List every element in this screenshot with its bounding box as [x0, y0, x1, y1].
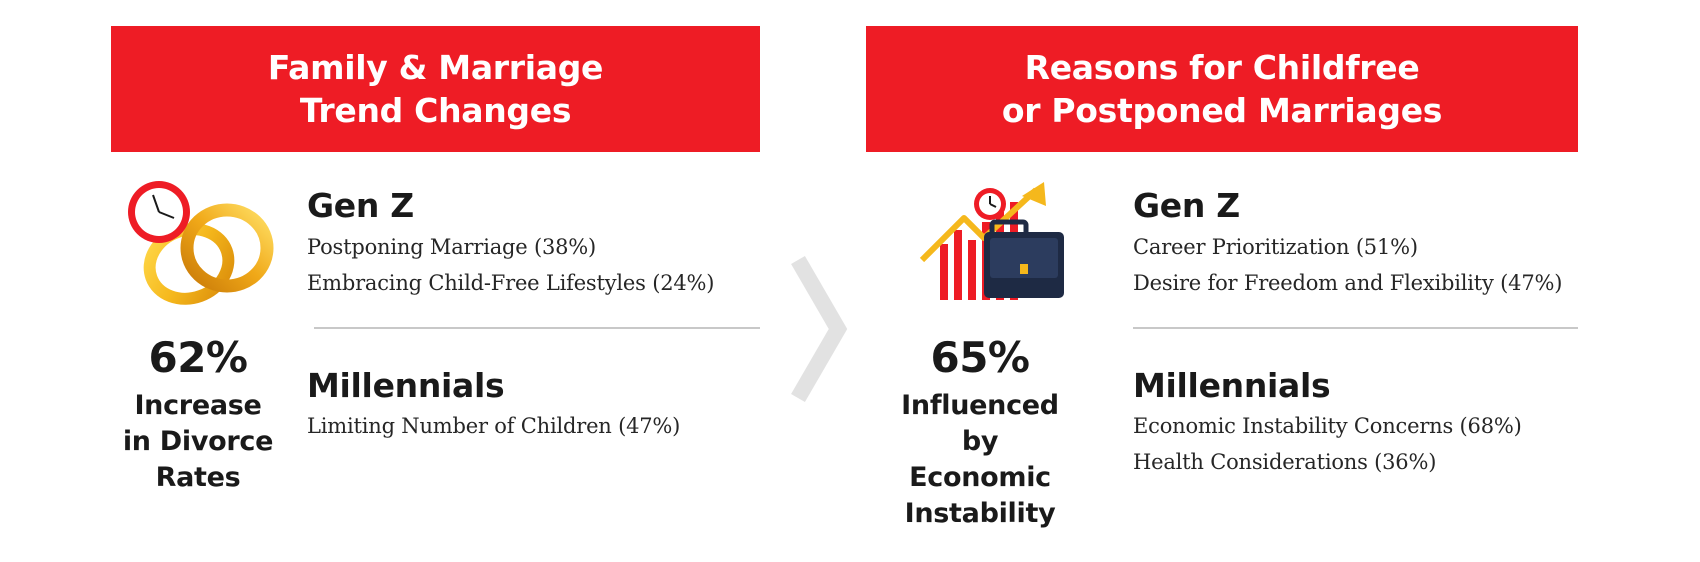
section-divider: [314, 327, 760, 329]
panel-heading-banner: Reasons for Childfree or Postponed Marri…: [866, 26, 1578, 152]
list-item: Postponing Marriage (38%): [307, 235, 597, 259]
clock-and-wedding-rings-icon: [128, 181, 274, 305]
stat-caption-line-3: Instability: [904, 498, 1056, 529]
list-item: Health Considerations (36%): [1133, 450, 1437, 474]
list-item: Limiting Number of Children (47%): [307, 414, 681, 438]
section-divider: [1133, 327, 1578, 329]
divorce-increase-stat: 62% Increase in Divorce Rates: [108, 334, 288, 496]
heading-line-1: Reasons for Childfree: [1024, 48, 1420, 87]
millennials-trend-list: Limiting Number of Children (47%): [307, 408, 680, 444]
stat-caption-line-3: Rates: [155, 462, 241, 493]
stat-caption: Influenced by Economic Instability: [890, 388, 1070, 532]
growth-chart-briefcase-icon: [919, 182, 1064, 300]
gen-z-trend-list: Postponing Marriage (38%) Embracing Chil…: [307, 229, 714, 301]
list-item: Career Prioritization (51%): [1133, 235, 1418, 259]
panel-heading-banner: Family & Marriage Trend Changes: [111, 26, 760, 152]
heading-line-2: or Postponed Marriages: [1001, 91, 1443, 130]
economic-instability-stat: 65% Influenced by Economic Instability: [890, 334, 1070, 532]
gen-z-title: Gen Z: [307, 186, 414, 225]
gen-z-reason-list: Career Prioritization (51%) Desire for F…: [1133, 229, 1562, 301]
stat-percentage: 62%: [148, 333, 248, 382]
stat-caption-line-1: Influenced: [901, 390, 1059, 421]
millennials-reason-list: Economic Instability Concerns (68%) Heal…: [1133, 408, 1522, 480]
heading-line-1: Family & Marriage: [267, 48, 604, 87]
millennials-title: Millennials: [307, 366, 505, 405]
list-item: Economic Instability Concerns (68%): [1133, 414, 1522, 438]
panel-family-marriage-trends: Family & Marriage Trend Changes: [111, 26, 760, 152]
stat-caption-line-1: Increase: [134, 390, 262, 421]
stat-caption-line-2: by Economic: [909, 426, 1051, 493]
stat-caption-line-2: in Divorce: [122, 426, 274, 457]
panel-childfree-reasons: Reasons for Childfree or Postponed Marri…: [866, 26, 1578, 152]
millennials-title: Millennials: [1133, 366, 1331, 405]
gen-z-title: Gen Z: [1133, 186, 1240, 225]
list-item: Desire for Freedom and Flexibility (47%): [1133, 271, 1563, 295]
heading-line-2: Trend Changes: [299, 91, 572, 130]
chevron-right-icon: [791, 255, 848, 403]
stat-percentage: 65%: [930, 333, 1030, 382]
list-item: Embracing Child-Free Lifestyles (24%): [307, 271, 715, 295]
stat-caption: Increase in Divorce Rates: [108, 388, 288, 496]
